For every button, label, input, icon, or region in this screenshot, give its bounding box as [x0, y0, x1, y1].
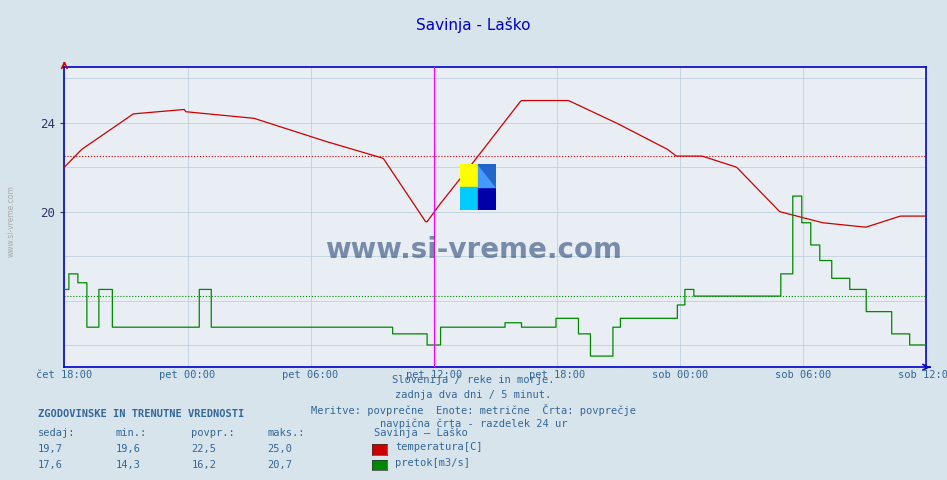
- Text: www.si-vreme.com: www.si-vreme.com: [325, 236, 622, 264]
- Text: 19,7: 19,7: [38, 444, 63, 454]
- Text: min.:: min.:: [116, 428, 147, 438]
- Text: sedaj:: sedaj:: [38, 428, 76, 438]
- Text: Meritve: povprečne  Enote: metrične  Črta: povprečje: Meritve: povprečne Enote: metrične Črta:…: [311, 404, 636, 416]
- Text: www.si-vreme.com: www.si-vreme.com: [7, 185, 16, 257]
- Text: Savinja - Laško: Savinja - Laško: [417, 17, 530, 33]
- Text: ZGODOVINSKE IN TRENUTNE VREDNOSTI: ZGODOVINSKE IN TRENUTNE VREDNOSTI: [38, 408, 244, 419]
- Text: Slovenija / reke in morje.: Slovenija / reke in morje.: [392, 375, 555, 385]
- Bar: [478, 187, 496, 210]
- Text: 16,2: 16,2: [191, 459, 216, 469]
- Text: 19,6: 19,6: [116, 444, 140, 454]
- Text: pretok[m3/s]: pretok[m3/s]: [395, 458, 470, 468]
- Text: maks.:: maks.:: [267, 428, 305, 438]
- Text: Savinja – Laško: Savinja – Laško: [374, 427, 468, 438]
- Text: navpična črta - razdelek 24 ur: navpična črta - razdelek 24 ur: [380, 419, 567, 429]
- Polygon shape: [478, 164, 496, 187]
- Bar: [460, 165, 478, 187]
- Text: 22,5: 22,5: [191, 444, 216, 454]
- Bar: [460, 187, 478, 210]
- Text: 14,3: 14,3: [116, 459, 140, 469]
- Text: povpr.:: povpr.:: [191, 428, 235, 438]
- Text: 25,0: 25,0: [267, 444, 292, 454]
- Text: 20,7: 20,7: [267, 459, 292, 469]
- Text: zadnja dva dni / 5 minut.: zadnja dva dni / 5 minut.: [396, 390, 551, 400]
- Text: temperatura[C]: temperatura[C]: [395, 442, 482, 452]
- Text: 17,6: 17,6: [38, 459, 63, 469]
- Bar: [478, 165, 496, 187]
